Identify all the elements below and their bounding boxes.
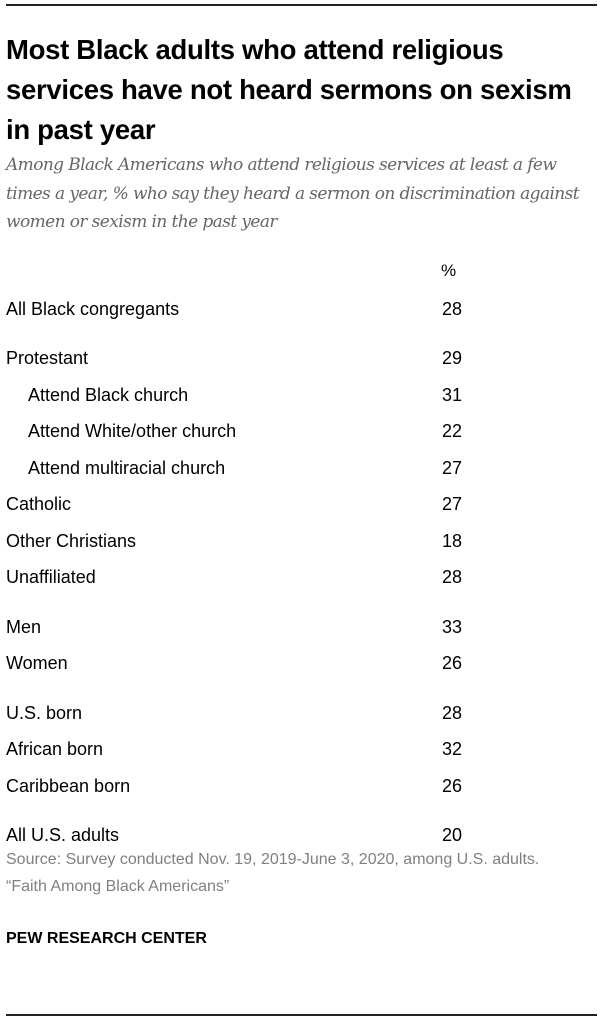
source-note: Source: Survey conducted Nov. 19, 2019-J… xyxy=(6,847,596,900)
row-label: Men xyxy=(6,616,42,637)
table-row: Attend multiracial church 27 xyxy=(6,450,596,487)
chart-title: Most Black adults who attend religious s… xyxy=(6,34,572,145)
table-row: U.S. born 28 xyxy=(6,695,596,732)
table-row: Protestant 29 xyxy=(6,341,596,378)
table-row: Men 33 xyxy=(6,609,596,646)
row-value: 31 xyxy=(441,384,463,405)
report-title: “Faith Among Black Americans” xyxy=(6,877,230,895)
row-value: 32 xyxy=(441,739,463,760)
row-label: Unaffiliated xyxy=(6,567,96,588)
source-text: Source: Survey conducted Nov. 19, 2019-J… xyxy=(6,851,540,868)
row-value: 22 xyxy=(441,421,463,442)
row-label: U.S. born xyxy=(6,702,83,723)
row-group: Protestant 29 Attend Black church 31 Attend … xyxy=(6,341,596,597)
row-group: U.S. born 28 African born 32 Caribbean born 2… xyxy=(6,695,596,805)
row-group: Men 33 Women 26 xyxy=(6,609,596,682)
row-label: African born xyxy=(6,739,104,760)
row-label: Other Christians xyxy=(6,530,137,551)
row-value: 26 xyxy=(441,653,463,674)
row-value: 18 xyxy=(441,530,463,551)
row-value: 28 xyxy=(441,298,463,319)
row-value: 26 xyxy=(441,775,463,796)
row-label: Attend Black church xyxy=(28,384,189,405)
table-row: Attend White/other church 22 xyxy=(6,414,596,451)
row-label: All U.S. adults xyxy=(6,825,120,846)
table-row: Caribbean born 26 xyxy=(6,768,596,805)
row-value: 28 xyxy=(441,702,463,723)
row-label: All Black congregants xyxy=(6,298,180,319)
table-row: Attend Black church 31 xyxy=(6,377,596,414)
row-label: Attend White/other church xyxy=(28,421,237,442)
row-group: All U.S. adults 20 xyxy=(6,818,596,855)
row-label: Catholic xyxy=(6,494,72,515)
pew-credit: PEW RESEARCH CENTER xyxy=(6,930,207,947)
table-row: Other Christians 18 xyxy=(6,523,596,560)
table-row: All Black congregants 28 xyxy=(6,291,596,328)
row-value: 28 xyxy=(441,567,463,588)
table-row: Catholic 27 xyxy=(6,487,596,524)
row-label: Protestant xyxy=(6,348,89,369)
row-label: Caribbean born xyxy=(6,775,131,796)
chart-subtitle: Among Black Americans who attend religio… xyxy=(6,155,580,232)
table-row: All U.S. adults 20 xyxy=(6,818,596,855)
row-value: 27 xyxy=(441,457,463,478)
row-value: 29 xyxy=(441,348,463,369)
table-row: Unaffiliated 28 xyxy=(6,560,596,597)
data-table: All Black congregants 28 Protestant 29 Atten… xyxy=(6,291,596,867)
row-group: All Black congregants 28 xyxy=(6,291,596,328)
table-row: Women 26 xyxy=(6,646,596,683)
row-label: Women xyxy=(6,653,68,674)
top-rule xyxy=(6,4,597,6)
row-value: 33 xyxy=(441,616,463,637)
row-value: 27 xyxy=(441,494,463,515)
table-row: African born 32 xyxy=(6,732,596,769)
row-label: Attend multiracial church xyxy=(28,457,226,478)
column-header: % xyxy=(441,261,457,280)
row-value: 20 xyxy=(441,825,463,846)
bottom-rule xyxy=(6,1014,597,1016)
